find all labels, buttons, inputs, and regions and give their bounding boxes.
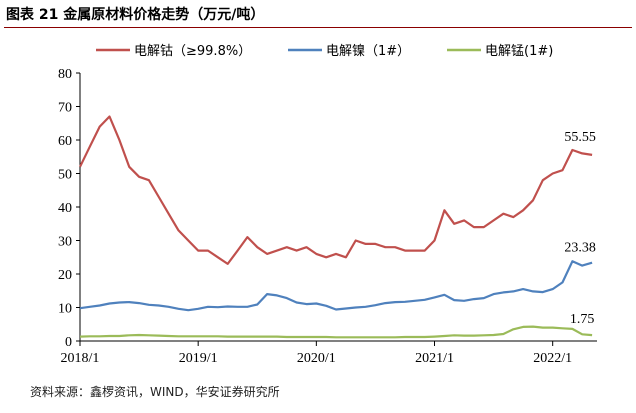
x-tick-label: 2019/1: [179, 351, 218, 366]
end-labels: 55.55 23.38 1.75: [564, 130, 596, 327]
figure-title: 图表 21 金属原材料价格走势（万元/吨）: [6, 7, 265, 23]
series-line-1: [79, 115, 593, 265]
series-end-label: 23.38: [564, 241, 596, 256]
chart-legend: 电解钴（≥99.8%） 电解镍（1#） 电解锰(1#): [96, 44, 553, 59]
y-tick-label: 70: [58, 101, 72, 116]
x-axis: 2018/1 2019/1 2020/1 2021/1 2022/1: [61, 340, 597, 366]
legend-label: 电解锰(1#): [485, 44, 553, 59]
source-note: 资料来源：鑫椤资讯，WIND，华安证券研究所: [30, 385, 280, 399]
legend-label: 电解钴（≥99.8%）: [134, 44, 251, 59]
series-end-label: 55.55: [564, 130, 596, 145]
y-tick-label: 50: [58, 168, 72, 183]
x-tick-label: 2020/1: [297, 351, 336, 366]
series-end-label: 1.75: [570, 312, 595, 327]
legend-label: 电解镍（1#）: [326, 44, 410, 59]
x-tick-label: 2018/1: [61, 351, 100, 366]
y-axis: 0 10 20 30 40 50 60 70 80: [58, 67, 81, 350]
y-tick-label: 60: [58, 134, 72, 149]
x-tick-label: 2022/1: [533, 351, 572, 366]
x-tick-label: 2021/1: [415, 351, 454, 366]
title-divider: [4, 27, 632, 28]
y-tick-label: 10: [58, 302, 72, 317]
series-line-3: [79, 325, 593, 339]
y-tick-label: 20: [58, 268, 72, 283]
y-tick-label: 40: [58, 201, 72, 216]
y-tick-label: 0: [65, 335, 72, 350]
series-lines: [79, 115, 593, 339]
y-tick-label: 80: [58, 67, 72, 82]
series-line-2: [79, 260, 593, 312]
y-tick-label: 30: [58, 235, 72, 250]
